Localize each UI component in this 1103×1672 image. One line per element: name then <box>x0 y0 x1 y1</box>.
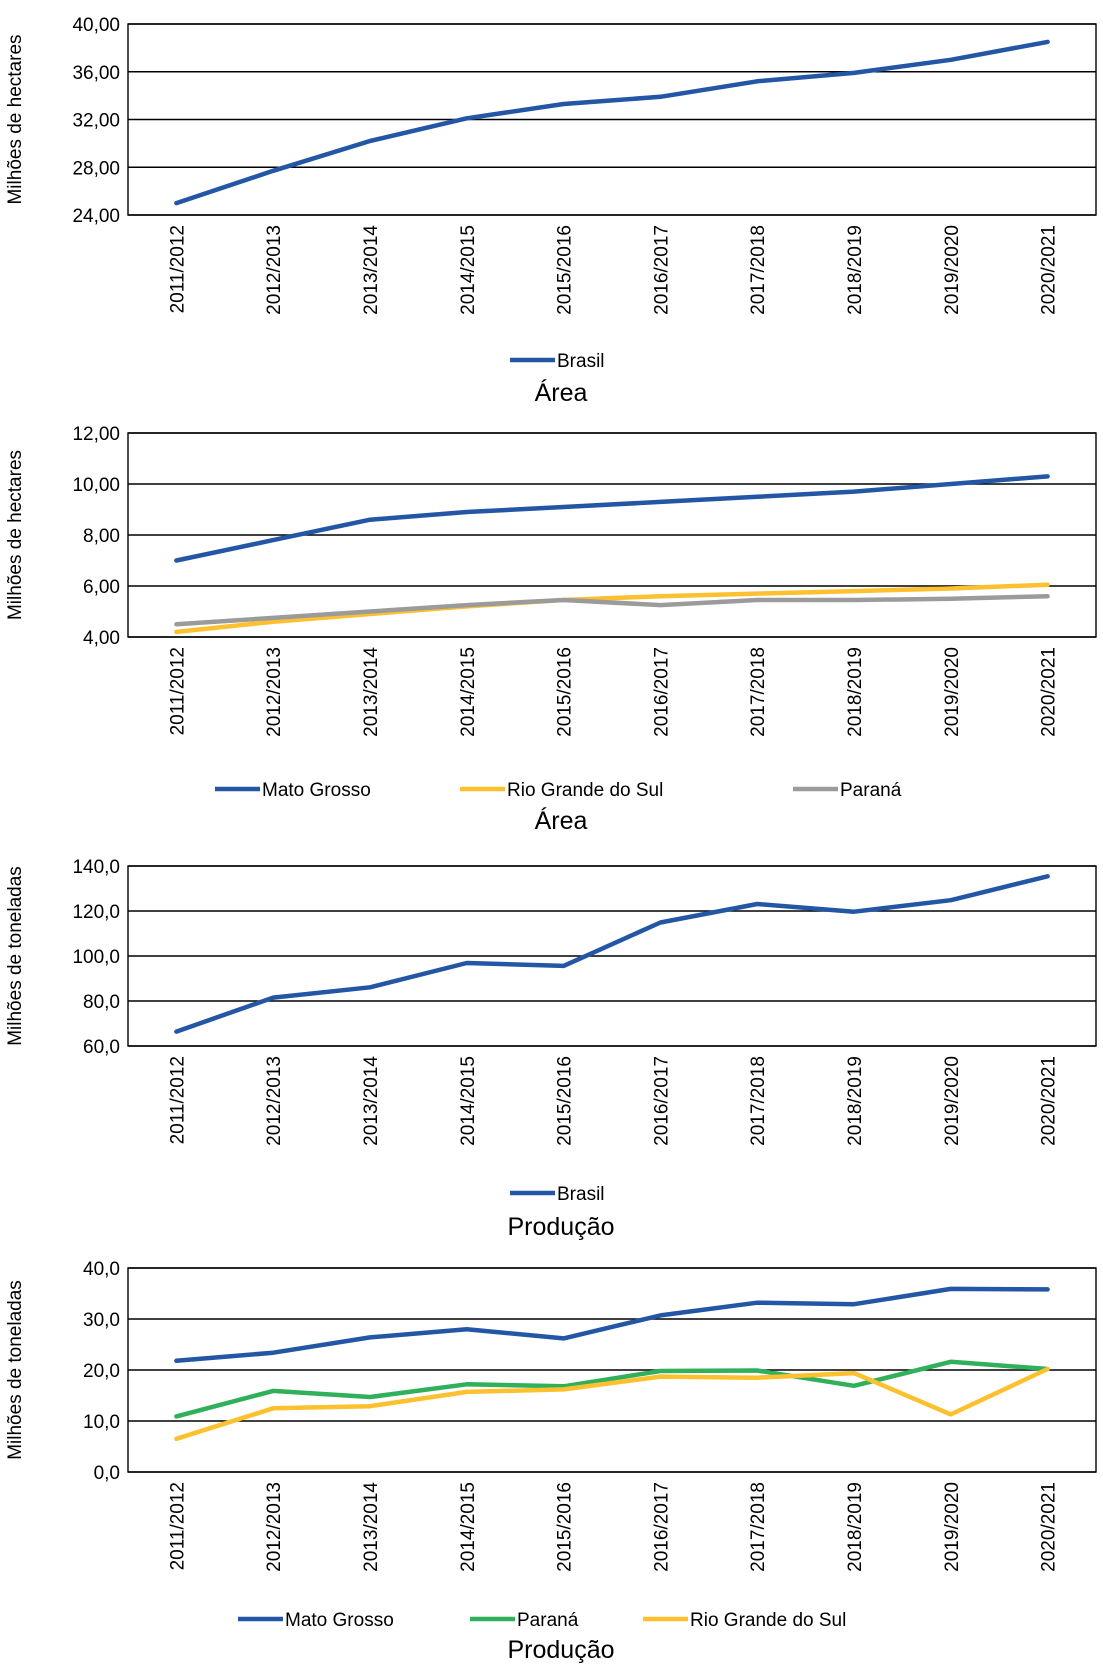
y-tick-label: 40,00 <box>72 15 120 36</box>
y-tick-label: 100,0 <box>72 947 120 968</box>
x-tick-label: 2020/2021 <box>1039 647 1060 737</box>
x-tick-label: 2014/2015 <box>458 225 479 315</box>
legend-label: Paraná <box>840 780 902 801</box>
x-tick-label: 2016/2017 <box>651 647 672 737</box>
x-tick-label: 2012/2013 <box>264 647 285 737</box>
series-line-1 <box>174 874 1050 1034</box>
x-tick-label: 2012/2013 <box>264 225 285 315</box>
series-line-3 <box>174 593 1050 627</box>
chart-title: Área <box>535 806 588 835</box>
series-line-1 <box>174 474 1050 563</box>
x-tick-label: 2016/2017 <box>651 1056 672 1146</box>
x-tick-label: 2015/2016 <box>555 225 576 315</box>
x-tick-label: 2019/2020 <box>942 1482 963 1572</box>
x-tick-label: 2020/2021 <box>1039 1056 1060 1146</box>
y-tick-label: 32,00 <box>72 111 120 132</box>
x-tick-label: 2015/2016 <box>555 1056 576 1146</box>
x-tick-label: 2019/2020 <box>942 1056 963 1146</box>
y-tick-label: 40,0 <box>83 1259 120 1280</box>
chart-2: 4,00 6,00 8,00 10,00 12,00 Milhões de hectare… <box>5 424 1097 835</box>
y-tick-label: 120,0 <box>72 902 120 923</box>
x-tick-label: 2011/2012 <box>167 225 188 313</box>
y-tick-label: 24,00 <box>72 206 120 227</box>
x-tick-label: 2019/2020 <box>942 647 963 737</box>
x-tick-label: 2014/2015 <box>458 1056 479 1146</box>
y-axis-label: Milhões de toneladas <box>5 1280 26 1460</box>
y-tick-label: 12,00 <box>72 424 120 445</box>
y-axis-label: Milhões de toneladas <box>5 866 26 1046</box>
x-tick-label: 2017/2018 <box>748 1056 769 1146</box>
y-tick-label: 60,0 <box>83 1037 120 1058</box>
x-tick-label: 2014/2015 <box>458 1482 479 1572</box>
x-tick-label: 2017/2018 <box>748 1482 769 1572</box>
legend-label: Mato Grosso <box>285 1610 394 1631</box>
series-line-1 <box>174 39 1050 206</box>
y-tick-label: 4,00 <box>83 628 120 649</box>
x-tick-label: 2011/2012 <box>167 1482 188 1570</box>
y-tick-label: 30,0 <box>83 1310 120 1331</box>
y-tick-label: 8,00 <box>83 526 120 547</box>
x-tick-label: 2014/2015 <box>458 647 479 737</box>
plot-area <box>127 1267 1097 1473</box>
x-tick-label: 2011/2012 <box>167 647 188 735</box>
y-tick-label: 36,00 <box>72 63 120 84</box>
plot-area <box>127 23 1097 216</box>
chart-title: Produção <box>507 1213 614 1241</box>
legend-label: Paraná <box>517 1610 579 1631</box>
y-tick-label: 28,00 <box>72 158 120 179</box>
series-line-2 <box>174 1359 1050 1419</box>
legend-label: Rio Grande do Sul <box>690 1610 846 1631</box>
x-tick-label: 2013/2014 <box>361 225 382 315</box>
legend-label: Mato Grosso <box>262 780 371 801</box>
x-tick-label: 2019/2020 <box>942 225 963 315</box>
y-tick-label: 0,0 <box>94 1463 120 1484</box>
x-tick-label: 2013/2014 <box>361 647 382 737</box>
y-tick-label: 140,0 <box>72 857 120 878</box>
x-tick-label: 2020/2021 <box>1039 225 1060 315</box>
chart-title: Produção <box>507 1636 614 1664</box>
y-tick-label: 10,0 <box>83 1412 120 1433</box>
chart-3: 60,0 80,0 100,0 120,0 140,0 Milhões de tonela… <box>5 857 1097 1241</box>
y-axis-label: Milhões de hectares <box>5 450 26 620</box>
x-tick-label: 2017/2018 <box>748 225 769 315</box>
x-tick-label: 2018/2019 <box>845 1482 866 1572</box>
series-line-3 <box>174 1366 1050 1442</box>
x-tick-label: 2016/2017 <box>651 225 672 315</box>
plot-area <box>127 432 1097 638</box>
x-tick-label: 2013/2014 <box>361 1056 382 1146</box>
y-tick-label: 80,0 <box>83 992 120 1013</box>
series-line-1 <box>174 1286 1050 1364</box>
x-tick-label: 2013/2014 <box>361 1482 382 1572</box>
series-line-2 <box>174 582 1050 635</box>
y-tick-label: 10,00 <box>72 475 120 496</box>
x-tick-label: 2020/2021 <box>1039 1482 1060 1572</box>
chart-title: Área <box>535 378 588 407</box>
y-axis-label: Milhões de hectares <box>5 34 26 204</box>
legend-label: Rio Grande do Sul <box>507 780 663 801</box>
chart-1: 24,00 28,00 32,00 36,00 40,00 Milhões de hect… <box>5 15 1097 407</box>
chart-4: 0,0 10,0 20,0 30,0 40,0 Milhões de toneladas 2… <box>5 1259 1097 1664</box>
x-tick-label: 2017/2018 <box>748 647 769 737</box>
legend-label: Brasil <box>557 1184 605 1205</box>
y-tick-label: 20,0 <box>83 1361 120 1382</box>
plot-area <box>127 865 1097 1047</box>
x-tick-label: 2011/2012 <box>167 1056 188 1144</box>
x-tick-label: 2012/2013 <box>264 1482 285 1572</box>
x-tick-label: 2015/2016 <box>555 1482 576 1572</box>
x-tick-label: 2015/2016 <box>555 647 576 737</box>
x-tick-label: 2018/2019 <box>845 225 866 315</box>
y-tick-label: 6,00 <box>83 577 120 598</box>
x-tick-label: 2016/2017 <box>651 1482 672 1572</box>
x-tick-label: 2018/2019 <box>845 1056 866 1146</box>
legend-label: Brasil <box>557 351 605 372</box>
x-tick-label: 2018/2019 <box>845 647 866 737</box>
x-tick-label: 2012/2013 <box>264 1056 285 1146</box>
